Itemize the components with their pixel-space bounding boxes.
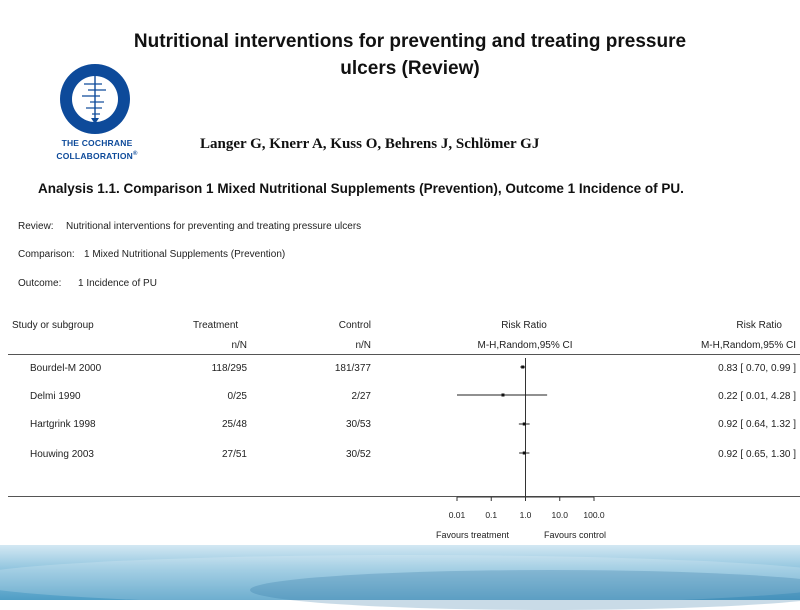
- point-estimate: [522, 451, 526, 455]
- row-treatment: 27/51: [221, 449, 247, 460]
- row-study: Delmi 1990: [30, 391, 81, 402]
- row-risk-ratio: 0.83 [ 0.70, 0.99 ]: [718, 363, 796, 374]
- row-treatment: 118/295: [211, 363, 247, 374]
- col-header-control-sub: n/N: [355, 340, 371, 351]
- footer-rule: [8, 496, 800, 497]
- col-header-plot-sub: M-H,Random,95% CI: [477, 340, 573, 351]
- x-axis-tick-label: 100.0: [583, 510, 605, 520]
- col-header-control: Control: [338, 320, 371, 331]
- meta-outcome-label: Outcome:: [18, 278, 62, 289]
- point-estimate: [522, 422, 526, 426]
- meta-outcome: Outcome: 1 Incidence of PU: [18, 278, 157, 289]
- col-header-rr-sub: M-H,Random,95% CI: [700, 340, 796, 351]
- row-control: 30/52: [345, 449, 371, 460]
- meta-comparison: Comparison: 1 Mixed Nutritional Supplemen…: [18, 249, 285, 260]
- row-treatment: 25/48: [221, 419, 247, 430]
- page-title: Nutritional interventions for preventing…: [40, 28, 780, 82]
- col-header-rr: Risk Ratio: [736, 320, 782, 331]
- meta-outcome-value: 1 Incidence of PU: [78, 278, 157, 289]
- favours-control-label: Favours control: [544, 530, 607, 540]
- logo-org-name: THE COCHRANE COLLABORATION®: [44, 138, 150, 162]
- row-study: Hartgrink 1998: [30, 419, 96, 430]
- logo-org-line-1: THE COCHRANE: [61, 138, 133, 148]
- logo-mark-icon: [82, 76, 106, 124]
- x-axis-tick-label: 1.0: [520, 510, 532, 520]
- row-risk-ratio: 0.92 [ 0.65, 1.30 ]: [718, 449, 796, 460]
- meta-comparison-value: 1 Mixed Nutritional Supplements (Prevent…: [84, 249, 286, 260]
- row-study: Bourdel-M 2000: [30, 363, 102, 374]
- cochrane-logo: THE COCHRANE COLLABORATION®: [44, 60, 162, 165]
- authors: Langer G, Knerr A, Kuss O, Behrens J, Sc…: [200, 136, 540, 152]
- logo-org-line-2: COLLABORATION: [56, 150, 133, 161]
- meta-review-value: Nutritional interventions for preventing…: [66, 221, 362, 232]
- col-header-treatment: Treatment: [193, 320, 239, 331]
- x-axis-tick-label: 0.1: [485, 510, 497, 520]
- title-line-2: ulcers (Review): [340, 58, 480, 79]
- row-control: 181/377: [334, 363, 371, 374]
- row-risk-ratio: 0.92 [ 0.64, 1.32 ]: [718, 419, 796, 430]
- header-rule: [8, 354, 800, 355]
- point-estimate: [521, 365, 525, 369]
- registered-mark: ®: [132, 151, 138, 157]
- favours-treatment-label: Favours treatment: [436, 530, 510, 540]
- meta-review: Review: Nutritional interventions for pre…: [18, 221, 361, 232]
- row-treatment: 0/25: [227, 391, 247, 402]
- point-estimate: [501, 393, 505, 397]
- decorative-footer-band: [0, 545, 800, 610]
- col-header-study: Study or subgroup: [12, 320, 94, 331]
- row-control: 30/53: [345, 419, 371, 430]
- x-axis-tick-label: 0.01: [449, 510, 466, 520]
- analysis-title: Analysis 1.1. Comparison 1 Mixed Nutriti…: [38, 181, 684, 196]
- col-header-plot: Risk Ratio: [501, 320, 547, 331]
- row-study: Houwing 2003: [30, 449, 94, 460]
- row-risk-ratio: 0.22 [ 0.01, 4.28 ]: [718, 391, 796, 402]
- row-control: 2/27: [351, 391, 371, 402]
- x-axis-tick-label: 10.0: [551, 510, 568, 520]
- title-line-1: Nutritional interventions for preventing…: [133, 31, 687, 52]
- meta-comparison-label: Comparison:: [18, 249, 75, 260]
- meta-review-label: Review:: [18, 221, 54, 232]
- col-header-treatment-sub: n/N: [231, 340, 247, 351]
